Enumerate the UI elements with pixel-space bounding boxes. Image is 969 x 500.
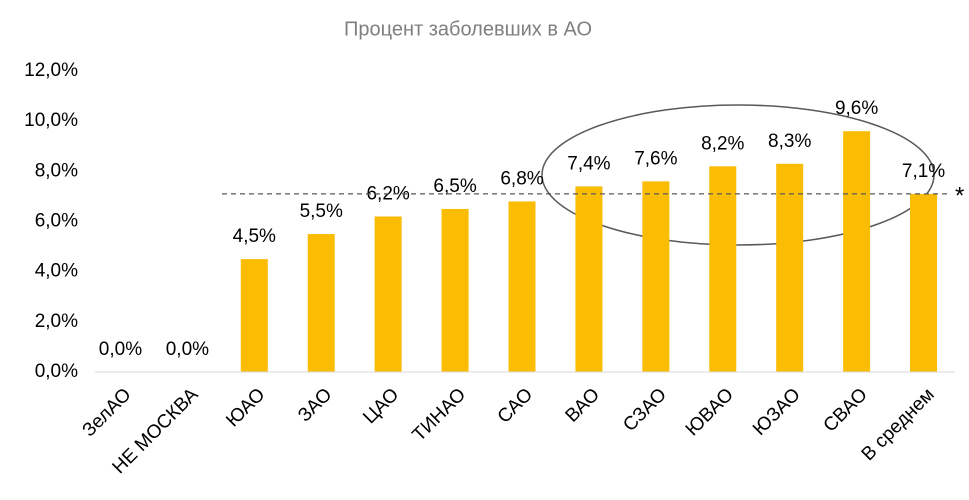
data-label: 7,1% xyxy=(902,161,945,182)
data-label: 8,2% xyxy=(701,133,744,154)
x-tick-label: ЮЗАО xyxy=(749,384,805,440)
x-tick-label: В среднем xyxy=(858,384,939,465)
bar xyxy=(441,208,469,372)
bar xyxy=(910,193,938,372)
bar xyxy=(508,201,536,372)
y-tick-label: 8,0% xyxy=(35,160,78,181)
x-tick-label: ЗАО xyxy=(294,384,336,426)
bar xyxy=(374,216,402,372)
data-label: 7,6% xyxy=(634,148,677,169)
data-label: 6,8% xyxy=(500,168,543,189)
y-tick-label: 6,0% xyxy=(35,211,78,232)
chart-title: Процент заболевших в АО xyxy=(344,18,592,40)
x-tick-label: ЗелАО xyxy=(79,384,136,441)
data-label: 9,6% xyxy=(835,98,878,119)
y-tick-label: 4,0% xyxy=(35,261,78,282)
bar xyxy=(642,181,670,372)
x-tick-label: ЮАО xyxy=(222,384,269,431)
x-tick-label: ТИНАО xyxy=(409,384,471,446)
x-tick-label: СЗАО xyxy=(619,384,671,436)
data-label: 5,5% xyxy=(300,201,343,222)
data-label: 0,0% xyxy=(166,339,209,360)
y-tick-label: 0,0% xyxy=(35,361,78,382)
data-label: 7,4% xyxy=(567,153,610,174)
bar xyxy=(709,166,737,372)
x-tick-label: СВАО xyxy=(820,384,872,436)
data-label: 6,5% xyxy=(433,176,476,197)
x-tick-label: ЮВАО xyxy=(682,384,738,440)
highlight-ellipse xyxy=(541,104,935,246)
y-tick-label: 12,0% xyxy=(24,60,78,81)
data-label: 4,5% xyxy=(233,226,276,247)
reference-label: * xyxy=(955,182,964,209)
x-tick-label: САО xyxy=(494,384,537,427)
bar xyxy=(776,163,804,372)
y-tick-label: 10,0% xyxy=(24,110,78,131)
bar xyxy=(575,186,603,372)
y-tick-label: 2,0% xyxy=(35,311,78,332)
x-tick-label: ВАО xyxy=(562,384,604,426)
bar xyxy=(843,131,871,372)
data-label: 8,3% xyxy=(768,131,811,152)
data-label: 0,0% xyxy=(99,339,142,360)
bar xyxy=(307,234,335,372)
bar xyxy=(240,259,268,372)
x-tick-label: ЦАО xyxy=(359,384,403,428)
